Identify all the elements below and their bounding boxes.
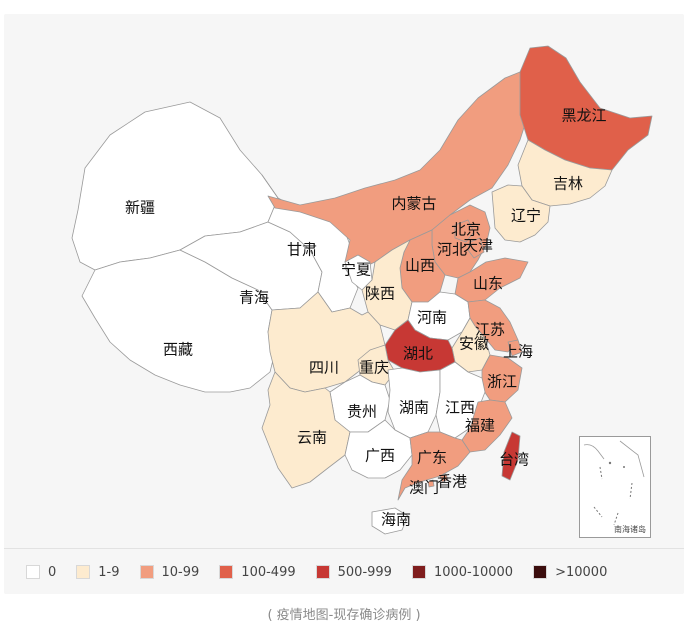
label-shaanxi: 陕西: [365, 285, 395, 303]
label-anhui: 安徽: [459, 335, 489, 353]
label-henan: 河南: [417, 309, 447, 327]
label-heilongjiang: 黑龙江: [561, 107, 606, 125]
legend-item-100-499[interactable]: 100-499: [219, 564, 296, 580]
province-fujian[interactable]: [461, 399, 513, 453]
province-tianjin[interactable]: [467, 237, 485, 259]
legend-swatch: [219, 565, 234, 579]
legend-label: 500-999: [337, 564, 392, 580]
province-beijing[interactable]: [454, 219, 475, 243]
legend-swatch: [315, 565, 330, 579]
legend-swatch: [76, 565, 91, 579]
label-liaoning: 辽宁: [511, 207, 541, 225]
province-neimenggu[interactable]: [267, 71, 529, 271]
label-hubei: 湖北: [403, 345, 433, 363]
label-hebei: 河北: [437, 241, 467, 259]
legend-item-10-99[interactable]: 10-99: [139, 564, 200, 580]
label-tianjin: 天津: [463, 237, 493, 255]
label-jiangsu: 江苏: [475, 321, 505, 339]
province-shanghai[interactable]: [507, 339, 523, 357]
label-jilin: 吉林: [553, 175, 583, 193]
legend: 0 1-9 10-99 100-499 500-999 1000-10000 >…: [26, 560, 666, 584]
label-xinjiang: 新疆: [125, 199, 155, 217]
label-beijing: 北京: [451, 221, 481, 239]
province-guangxi[interactable]: [344, 419, 413, 479]
label-fujian: 福建: [465, 417, 495, 435]
province-yunnan[interactable]: [261, 371, 351, 489]
province-aomen[interactable]: [427, 479, 435, 488]
label-aomen: 澳门: [409, 479, 439, 497]
label-sichuan: 四川: [309, 359, 339, 377]
legend-item-1000-10000[interactable]: 1000-10000: [411, 564, 514, 580]
label-gansu: 甘肃: [287, 241, 317, 259]
label-guangxi: 广西: [365, 447, 395, 465]
legend-label: 10-99: [161, 564, 200, 580]
province-hunan[interactable]: [387, 367, 441, 439]
label-neimenggu: 内蒙古: [391, 195, 436, 213]
label-guizhou: 贵州: [347, 403, 377, 421]
label-hainan: 海南: [381, 511, 411, 529]
legend-label: 0: [48, 564, 57, 580]
legend-label: >10000: [555, 564, 608, 580]
label-qinghai: 青海: [239, 289, 269, 307]
label-shanghai: 上海: [503, 343, 533, 361]
legend-divider: [4, 548, 684, 549]
label-ningxia: 宁夏: [341, 261, 371, 279]
label-yunnan: 云南: [297, 429, 327, 447]
legend-swatch: [139, 565, 154, 579]
legend-swatch: [26, 565, 40, 579]
label-xizang: 西藏: [163, 341, 193, 359]
label-zhejiang: 浙江: [487, 373, 517, 391]
label-hunan: 湖南: [399, 399, 429, 417]
legend-item-0[interactable]: 0: [26, 565, 56, 580]
province-hainan[interactable]: [371, 507, 409, 535]
legend-swatch: [533, 565, 548, 579]
label-shandong: 山东: [473, 275, 503, 293]
inset-label: 南海诸岛: [614, 525, 646, 534]
inset-islands-icon: [583, 440, 645, 526]
label-guangdong: 广东: [417, 449, 447, 467]
legend-item-500-999[interactable]: 500-999: [315, 564, 392, 580]
legend-label: 100-499: [241, 564, 296, 580]
map-caption: ( 疫情地图-现存确诊病例 ): [267, 608, 421, 623]
label-shanxi: 山西: [405, 257, 435, 275]
label-xianggang: 香港: [437, 473, 467, 491]
legend-label: 1000-10000: [433, 564, 514, 580]
legend-item-over-10000[interactable]: >10000: [533, 565, 607, 580]
label-taiwan: 台湾: [499, 451, 529, 469]
legend-item-1-9[interactable]: 1-9: [76, 564, 120, 580]
province-taiwan[interactable]: [501, 431, 521, 481]
south-china-sea-inset: 南海诸岛: [579, 436, 651, 538]
label-chongqing: 重庆: [359, 359, 389, 377]
legend-label: 1-9: [98, 564, 120, 580]
label-jiangxi: 江西: [445, 399, 475, 417]
legend-swatch: [411, 565, 426, 579]
province-xianggang[interactable]: [439, 473, 449, 483]
province-liaoning[interactable]: [491, 184, 551, 243]
